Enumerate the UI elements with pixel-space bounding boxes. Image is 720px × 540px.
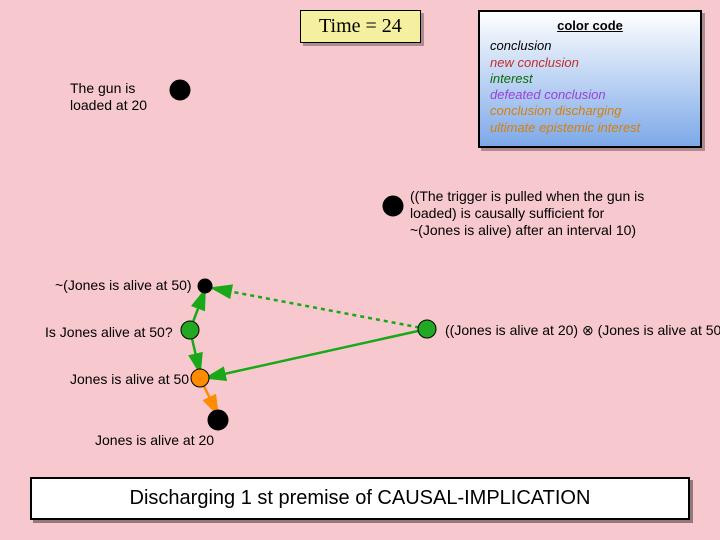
caption-text: Discharging 1 st premise of CAUSAL-IMPLI… [130,487,591,509]
caption-box: Discharging 1 st premise of CAUSAL-IMPLI… [30,477,690,520]
node-dot [181,321,199,339]
legend-item: new conclusion [490,55,690,71]
node-dot [170,80,190,100]
node-dot [383,196,403,216]
label-causal: ((The trigger is pulled when the gun is … [410,188,644,238]
label-not-alive-50: ~(Jones is alive at 50) [55,277,192,294]
legend-item: interest [490,71,690,87]
label-alive-20: Jones is alive at 20 [95,432,214,449]
legend-box: color code conclusionnew conclusioninter… [478,10,702,148]
legend-title: color code [490,18,690,34]
node-dot [191,369,209,387]
legend-item: ultimate epistemic interest [490,120,690,136]
legend-item: conclusion [490,38,690,54]
legend-item: conclusion discharging [490,103,690,119]
node-dot [208,410,228,430]
time-label: Time = 24 [319,15,402,37]
legend-item: defeated conclusion [490,87,690,103]
time-box: Time = 24 [300,10,421,43]
label-gun-loaded: The gun is loaded at 20 [70,80,147,114]
node-dot [198,279,212,293]
label-question: Is Jones alive at 50? [45,324,173,341]
label-alive-50: Jones is alive at 50 [70,371,189,388]
label-conj: ((Jones is alive at 20) ⊗ (Jones is aliv… [445,322,720,339]
node-dot [418,320,436,338]
